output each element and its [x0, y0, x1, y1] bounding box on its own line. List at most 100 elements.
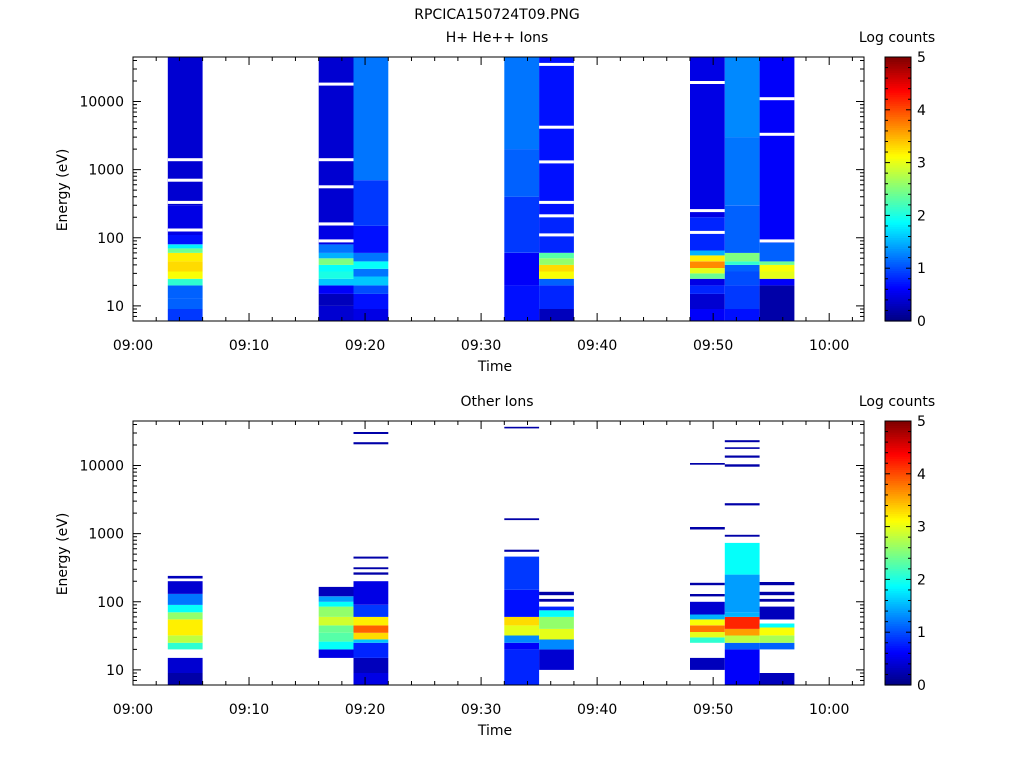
- colorbar-swatch: [885, 167, 911, 170]
- colorbar-swatch: [885, 663, 911, 666]
- y-tick-label: 10: [106, 663, 124, 679]
- heatmap-cell: [353, 57, 389, 181]
- colorbar-swatch: [885, 250, 911, 254]
- x-tick-label: 09:30: [461, 338, 501, 354]
- heatmap-cell: [690, 594, 725, 597]
- plot-frame: [132, 56, 865, 322]
- colorbar-swatch: [885, 116, 911, 120]
- colorbar-swatch: [885, 511, 911, 514]
- heatmap-cell: [353, 309, 389, 321]
- colorbar-swatch: [885, 76, 911, 80]
- colorbar-swatch: [885, 610, 911, 613]
- heatmap-cell: [353, 252, 389, 262]
- heatmap-cell: [539, 616, 574, 629]
- heatmap-cells: [167, 57, 795, 321]
- heatmap-cell: [759, 242, 795, 262]
- heatmap-cell: [167, 248, 203, 253]
- heatmap-cell: [690, 657, 725, 670]
- colorbar-swatch: [885, 96, 911, 100]
- panel-title: H+ He++ Ions: [446, 30, 549, 46]
- heatmap-cell: [539, 285, 574, 309]
- heatmap-cell: [724, 542, 760, 575]
- empty-energy-bin: [318, 185, 354, 189]
- colorbar-swatch: [885, 605, 911, 609]
- colorbar-swatch: [885, 671, 911, 675]
- heatmap-cell: [318, 305, 354, 321]
- heatmap-cell: [690, 255, 725, 262]
- colorbar-swatch: [885, 129, 911, 133]
- colorbar-swatch: [885, 645, 911, 649]
- colorbar-swatch: [885, 500, 911, 503]
- colorbar-swatch: [885, 458, 911, 462]
- colorbar-swatch: [885, 127, 911, 131]
- colorbar-swatch: [885, 244, 911, 247]
- heatmap-column: [504, 426, 540, 685]
- heatmap-cell: [353, 632, 389, 640]
- colorbar-swatch: [885, 63, 911, 67]
- colorbar-swatch: [885, 268, 911, 271]
- colorbar-label: Log counts: [859, 30, 935, 46]
- heatmap-cell: [724, 205, 760, 253]
- colorbar-swatch: [885, 638, 911, 642]
- colorbar-tick-label: 1: [917, 261, 926, 277]
- heatmap-cell: [318, 285, 354, 294]
- heatmap-column: [724, 440, 760, 685]
- colorbar-swatch: [885, 230, 911, 234]
- colorbar-swatch: [885, 195, 911, 199]
- heatmap-cell: [318, 57, 354, 226]
- colorbar-swatch: [885, 612, 911, 616]
- heatmap-column: [759, 57, 795, 321]
- colorbar-swatch: [885, 147, 911, 150]
- colorbar-tick-label: 3: [917, 156, 926, 172]
- heatmap-cell: [167, 57, 203, 206]
- heatmap-cell: [759, 635, 795, 643]
- x-tick-label: 09:20: [345, 702, 385, 718]
- colorbar-swatch: [885, 504, 911, 508]
- colorbar-swatch: [885, 557, 911, 561]
- colorbar-swatch: [885, 266, 911, 269]
- colorbar-swatch: [885, 647, 911, 651]
- heatmap-cell: [353, 673, 389, 685]
- empty-energy-bin: [759, 97, 795, 101]
- empty-energy-bin: [318, 222, 354, 226]
- heatmap-cell: [759, 582, 795, 586]
- colorbar-swatch: [885, 114, 911, 117]
- colorbar-swatch: [885, 568, 911, 572]
- colorbar-swatch: [885, 107, 911, 111]
- x-axis-label: Time: [477, 723, 512, 739]
- heatmap-cell: [318, 632, 354, 642]
- x-tick-label: 09:00: [113, 702, 153, 718]
- heatmap-cell: [724, 271, 760, 286]
- colorbar-swatch: [885, 449, 911, 453]
- colorbar-swatch: [885, 208, 911, 212]
- colorbar-swatch: [885, 528, 911, 532]
- colorbar-swatch: [885, 660, 911, 664]
- colorbar-swatch: [885, 222, 911, 225]
- colorbar-swatch: [885, 588, 911, 591]
- heatmap-cell: [759, 598, 795, 602]
- heatmap-cell: [353, 180, 389, 226]
- heatmap-cell: [318, 586, 354, 597]
- empty-energy-bin: [318, 239, 354, 243]
- heatmap-cell: [724, 464, 760, 467]
- colorbar-swatch: [885, 423, 911, 426]
- colorbar-swatch: [885, 189, 911, 192]
- heatmap-cell: [167, 244, 203, 249]
- colorbar-swatch: [885, 438, 911, 442]
- colorbar-swatch: [885, 445, 911, 448]
- heatmap-cell: [353, 293, 389, 309]
- heatmap-cell: [724, 455, 760, 458]
- colorbar-swatch: [885, 669, 911, 673]
- heatmap-cell: [759, 285, 795, 321]
- empty-energy-bin: [167, 200, 203, 204]
- colorbar-swatch: [885, 469, 911, 473]
- heatmap-cell: [724, 628, 760, 636]
- heatmap-cell: [318, 271, 354, 279]
- colorbar-swatch: [885, 235, 911, 238]
- colorbar-swatch: [885, 184, 911, 188]
- heatmap-cell: [759, 627, 795, 636]
- colorbar-swatch: [885, 649, 911, 653]
- empty-energy-bin: [539, 200, 574, 204]
- heatmap-cell: [318, 244, 354, 253]
- colorbar-swatch: [885, 312, 911, 315]
